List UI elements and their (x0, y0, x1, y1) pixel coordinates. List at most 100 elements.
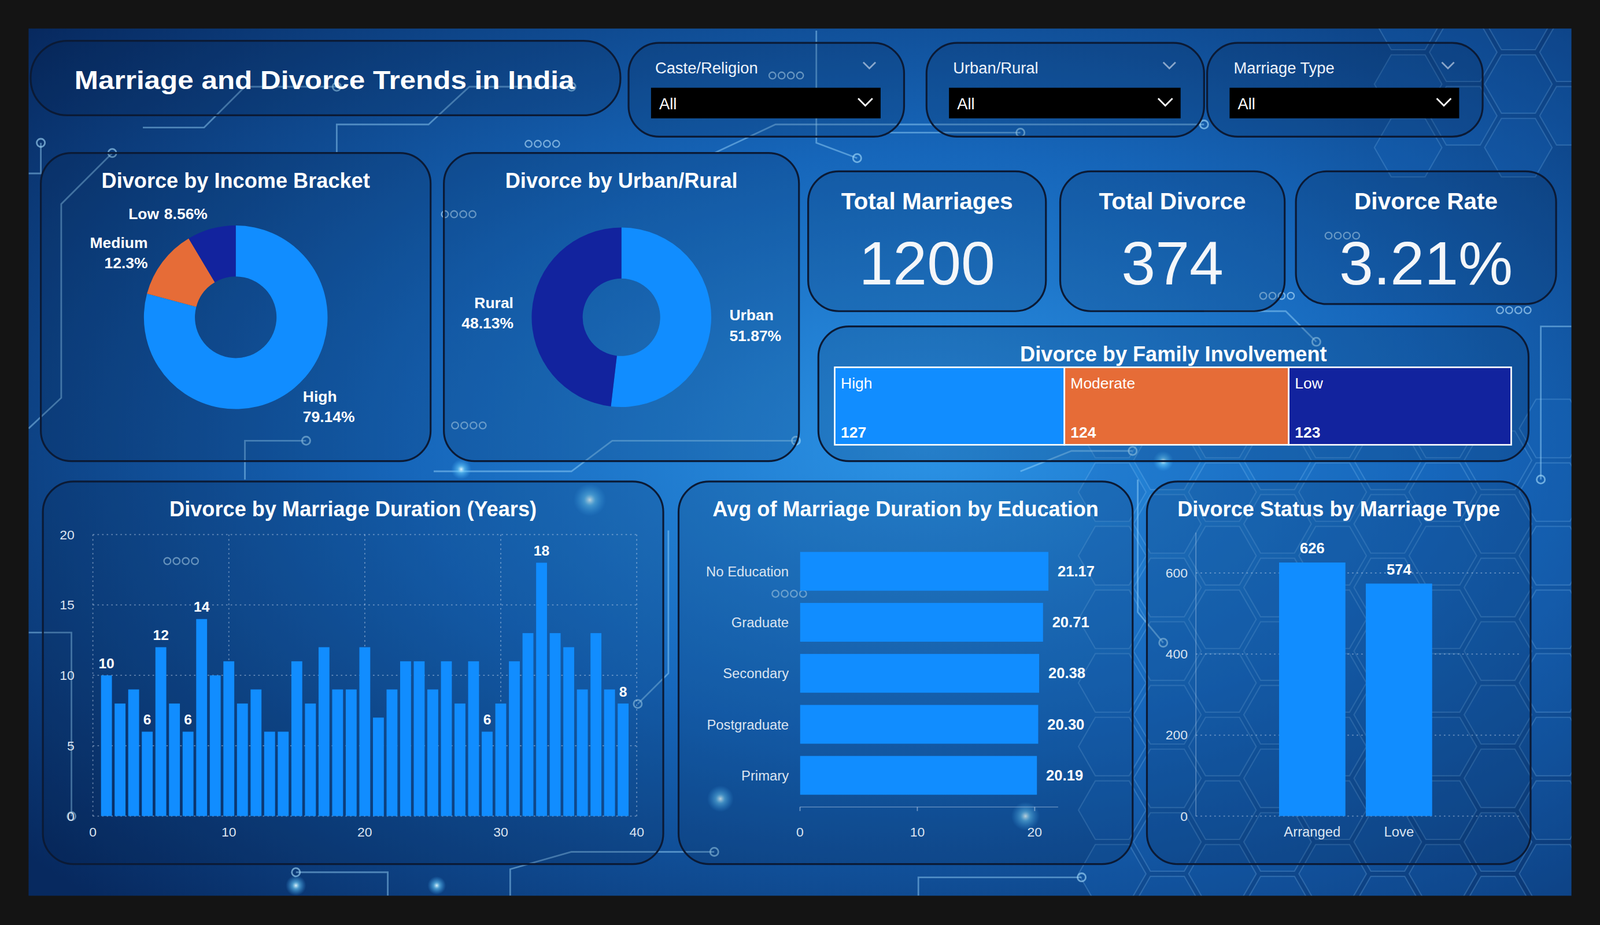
treemap-category: Moderate (1070, 374, 1136, 393)
bar (386, 689, 398, 817)
bar (318, 647, 330, 816)
bar (345, 689, 357, 817)
hexagon (1243, 876, 1312, 897)
x-tick-label: 0 (796, 824, 804, 840)
x-tick (799, 807, 801, 812)
bar (800, 603, 1044, 642)
donut-slice (188, 225, 236, 283)
category-label: Postgraduate (706, 717, 789, 733)
card-value: 1200 (858, 228, 996, 298)
slicer-panel (1207, 42, 1483, 137)
dashboard-title: Marriage and Divorce Trends in India (74, 65, 575, 95)
slicer-chevron (863, 62, 876, 69)
bar (304, 703, 316, 817)
dashboard: Marriage and Divorce Trends in IndiaCast… (0, 0, 1600, 925)
donut-slice (531, 227, 622, 408)
data-label: 6 (483, 711, 492, 728)
donut-value: 48.13% (461, 314, 514, 332)
donut-value: 51.87% (729, 327, 782, 345)
y-tick-label: 0 (67, 808, 75, 824)
hexagon (1484, 118, 1553, 177)
category-label: Graduate (731, 614, 789, 631)
slicer-dropdown[interactable] (948, 87, 1181, 119)
circuit-dots (1287, 292, 1295, 300)
circuit-node (1077, 873, 1086, 882)
data-label: 18 (533, 542, 550, 559)
bar (182, 732, 194, 817)
bars (1279, 562, 1433, 817)
data-label: 626 (1299, 540, 1325, 557)
y-tick-label: 400 (1165, 646, 1188, 662)
bar (1279, 562, 1346, 817)
slicer-value: All (1238, 94, 1256, 113)
hexagon (1539, 86, 1572, 146)
slicer-dropdown[interactable] (1229, 87, 1459, 119)
bar (372, 717, 384, 816)
treemap-category: High (840, 374, 872, 393)
bar (114, 703, 126, 817)
bar (536, 562, 548, 816)
y-tick-label: 600 (1165, 565, 1188, 581)
card-title: Divorce Rate (1354, 187, 1498, 215)
grid-line-x (636, 534, 638, 817)
bar (400, 661, 412, 817)
circuit-dots (1514, 307, 1522, 314)
y-tick-label: 200 (1165, 727, 1188, 743)
bar (223, 661, 235, 817)
hexagon (1484, 54, 1553, 114)
slicer-chevron (1441, 62, 1454, 69)
donut-category: High (302, 388, 338, 406)
data-label: 21.17 (1057, 563, 1095, 580)
chart-panel (41, 153, 431, 462)
x-tick-label: 10 (910, 824, 926, 840)
bar (359, 647, 371, 816)
circuit-line (1541, 326, 1572, 480)
bars (800, 552, 1049, 796)
slicer-dropdown[interactable] (651, 87, 881, 119)
slicer-panel (926, 42, 1204, 137)
bar (590, 633, 602, 817)
bar (617, 703, 629, 817)
x-tick-label: 20 (357, 824, 373, 840)
category-label: Love (1384, 823, 1415, 840)
bar (468, 661, 480, 817)
bar (209, 675, 221, 817)
slicer-label: Marriage Type (1233, 58, 1335, 77)
hexagon (1133, 876, 1202, 897)
circuit-dots (552, 140, 560, 148)
slicer-panel (628, 42, 904, 137)
x-tick-label: 40 (629, 824, 645, 840)
bar (495, 703, 507, 817)
circuit-node (292, 868, 301, 877)
circuit-node (37, 138, 46, 147)
donut-value: 79.14% (302, 408, 356, 426)
donut-slice (610, 227, 712, 408)
data-label: 8 (619, 684, 628, 700)
data-label: 20.30 (1047, 716, 1085, 733)
card-title: Total Marriages (841, 187, 1014, 215)
x-axis (800, 806, 1059, 808)
hexagon (1354, 876, 1422, 897)
y-tick-label: 15 (59, 597, 75, 613)
bar (168, 703, 180, 817)
data-label: 10 (98, 655, 114, 672)
circuit-node (1199, 120, 1208, 129)
chart-title: Divorce by Marriage Duration (Years) (169, 497, 537, 521)
glow (451, 459, 472, 480)
card-panel (808, 171, 1047, 312)
bar (128, 689, 140, 817)
circuit-dots (1505, 307, 1513, 314)
circuit-dots (1496, 307, 1504, 314)
bar (427, 689, 439, 817)
x-tick-label: 10 (221, 824, 237, 840)
data-label: 20.71 (1052, 614, 1090, 631)
donut-value: 12.3% (104, 254, 149, 272)
slicer-chevron (1163, 62, 1176, 69)
data-label: 20.38 (1048, 664, 1086, 682)
circuit-line (296, 872, 389, 897)
grid-line-x (92, 534, 94, 817)
grid-line-y (1195, 815, 1521, 818)
hexagon (1539, 28, 1572, 82)
category-label: Secondary (722, 665, 789, 682)
bar (577, 689, 589, 817)
